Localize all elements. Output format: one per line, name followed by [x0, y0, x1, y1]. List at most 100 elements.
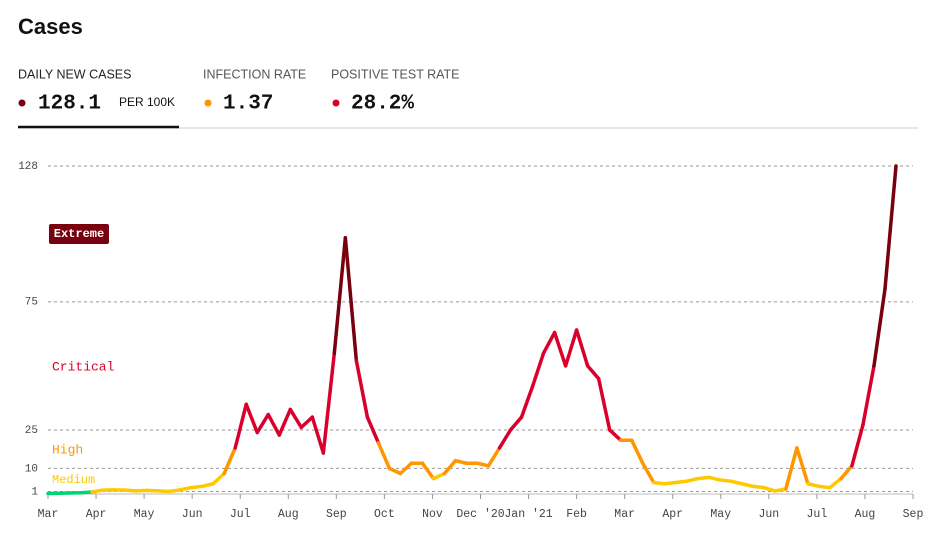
line-segment: [673, 479, 689, 485]
line-segment: [376, 441, 392, 471]
line-segment: [883, 164, 898, 291]
line-segment: [519, 384, 535, 419]
tab-value: 128.1: [38, 93, 101, 116]
line-segment: [596, 376, 612, 432]
line-segment: [552, 330, 568, 368]
line-segment: [607, 428, 623, 442]
x-tick-label: Mar: [614, 508, 635, 521]
line-segment: [354, 359, 370, 419]
line-segment: [563, 328, 579, 368]
tab[interactable]: POSITIVE TEST RATE 28.2%: [331, 67, 460, 115]
line-segment: [222, 446, 237, 476]
x-tick-label: Jun: [758, 508, 779, 521]
line-segment: [662, 480, 678, 486]
line-segment: [145, 488, 160, 493]
line-segment: [299, 415, 315, 430]
line-segment: [850, 423, 865, 468]
tab-dot: [332, 99, 340, 107]
tab-dot: [204, 99, 212, 107]
line-segment: [718, 478, 733, 483]
line-segment: [90, 488, 105, 494]
line-segment: [508, 415, 524, 432]
line-segment: [266, 412, 282, 437]
x-tick-label: Sep: [326, 508, 347, 521]
line-segment: [486, 446, 502, 468]
y-tick-label: 75: [25, 297, 38, 309]
tab-value: 28.2%: [351, 93, 414, 116]
line-segment: [784, 446, 799, 491]
tab[interactable]: INFECTION RATE 1.37: [203, 67, 306, 115]
title: Cases: [18, 14, 83, 39]
line-segment: [310, 415, 326, 455]
line-segment: [574, 328, 590, 368]
x-tick-label: Nov: [422, 508, 443, 521]
line-segment: [420, 461, 436, 481]
x-tick-label: Aug: [855, 508, 876, 521]
line-segment: [321, 351, 337, 455]
tab-unit: PER 100K: [119, 95, 175, 109]
line-segment: [795, 446, 810, 486]
line-segment: [530, 351, 546, 389]
line-segment: [839, 464, 854, 481]
line-segment: [585, 364, 601, 381]
line-segment: [773, 487, 788, 493]
line-segment: [707, 475, 722, 482]
line-segment: [189, 484, 204, 490]
x-tick-label: Apr: [662, 508, 683, 521]
x-tick-label: May: [134, 508, 155, 521]
x-tick-label: Jun: [182, 508, 203, 521]
x-tick-label: Jul: [807, 508, 828, 521]
x-tick-label: Sep: [903, 508, 924, 521]
line-segment: [696, 475, 711, 481]
line-segment: [861, 364, 876, 427]
line-segment: [541, 330, 557, 355]
line-segment: [651, 480, 667, 486]
x-tick-label: Jan '21: [504, 508, 552, 521]
line-segment: [277, 407, 293, 437]
line-segment: [453, 458, 469, 465]
line-segment: [629, 438, 645, 465]
line-segment: [806, 482, 821, 489]
line-segment: [751, 484, 766, 490]
x-tick-label: Apr: [86, 508, 107, 521]
line-segment: [828, 476, 843, 490]
line-segment: [79, 490, 94, 495]
x-tick-label: Feb: [566, 508, 587, 521]
x-tick-label: May: [710, 508, 731, 521]
y-tick-label: 128: [18, 161, 38, 173]
line-segment: [497, 428, 513, 450]
x-tick-label: Oct: [374, 508, 395, 521]
line-segment: [365, 415, 381, 445]
x-tick-label: Jul: [230, 508, 251, 521]
line-segment: [167, 488, 182, 494]
line-segment: [398, 461, 414, 476]
line-segment: [475, 461, 491, 468]
x-tick-label: Aug: [278, 508, 299, 521]
tab-label: POSITIVE TEST RATE: [331, 67, 460, 81]
line-segment: [442, 458, 458, 476]
tab-label: DAILY NEW CASES: [18, 67, 131, 81]
line-segment: [200, 482, 215, 489]
line-segment: [640, 461, 656, 485]
zone-label: Medium: [52, 473, 95, 487]
line-segment: [156, 489, 171, 494]
tab[interactable]: DAILY NEW CASES 128.1 PER 100K: [18, 67, 175, 115]
line-segment: [332, 236, 348, 355]
line-segment: [134, 488, 149, 493]
y-tick-label: 1: [31, 486, 38, 498]
x-tick-label: Mar: [38, 508, 59, 521]
line-segment: [817, 484, 832, 490]
zone-badge: [49, 224, 109, 244]
line-segment: [178, 485, 193, 492]
line-segment: [740, 482, 755, 489]
y-tick-label: 10: [25, 463, 38, 475]
line-segment: [387, 466, 403, 476]
line-segment: [729, 479, 744, 486]
line-segment: [685, 476, 700, 483]
line-segment: [343, 236, 359, 363]
line-segment: [211, 471, 226, 486]
line-segment: [255, 412, 271, 435]
x-tick-label: Dec '20: [456, 508, 504, 521]
